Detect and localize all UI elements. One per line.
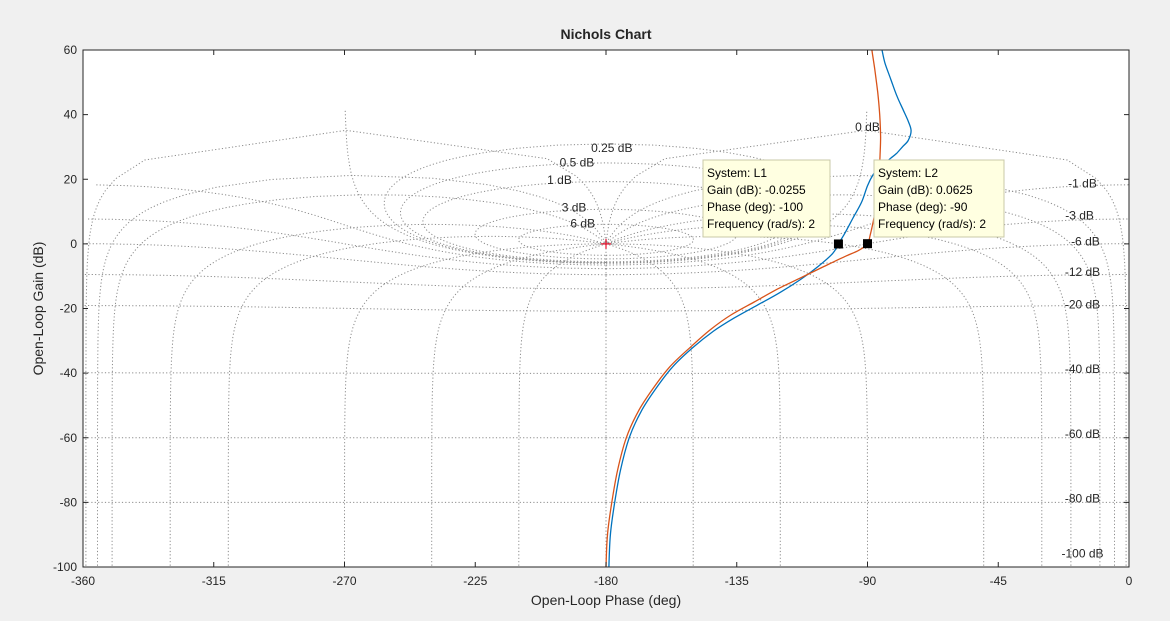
grid-gain-label: -1 dB [1068,176,1097,190]
grid-gain-label: -100 dB [1061,546,1103,560]
axis-ticks: -360 -315 -270 -225 -180 -135 -90 -45 0 -100 -80 -6… [53,43,1133,588]
grid-phase-contour [606,243,868,567]
grid-gain-label: 6 dB [570,217,595,231]
grid-gain-label: -12 dB [1065,265,1100,279]
x-axis-label: Open-Loop Phase (deg) [531,592,681,608]
grid-gain-label: -80 dB [1065,491,1100,505]
datatip-marker[interactable] [833,239,843,249]
x-tick-label: -135 [725,574,749,588]
datatip-system-line: System: L1 [707,166,767,180]
grid-phase-contour [605,174,1115,567]
grid-gain-label: -20 dB [1065,298,1100,312]
grid-gain-label: 0 dB [855,120,880,134]
y-tick-label: -40 [60,366,78,380]
y-axis-label: Open-Loop Gain (dB) [30,242,46,376]
grid-phase-contour [605,194,1101,567]
x-tick-label: -315 [202,574,226,588]
datatip-system-line: System: L2 [878,166,938,180]
y-tick-label: -60 [60,431,78,445]
grid-mag-contour [85,243,1129,276]
x-tick-label: -225 [463,574,487,588]
grid-mag-contour [84,274,1129,290]
x-tick-label: -180 [594,574,618,588]
datatip-freq-line: Frequency (rad/s): 2 [707,217,815,231]
grid-gain-label: 3 dB [562,201,587,215]
grid-gain-label: -3 dB [1065,209,1094,223]
grid-phase-contour [605,243,694,567]
nichols-grid-labels: 6 dB 3 dB 1 dB 0.5 dB0.25 dB 0 dB -1 dB -3 dB -… [547,120,1103,561]
grid-phase-contour [227,235,607,567]
nichols-grid [84,110,1129,567]
datatip-freq-line: Frequency (rad/s): 2 [878,217,986,231]
grid-gain-label: -6 dB [1071,234,1100,248]
grid-mag-contour [344,110,868,264]
grid-phase-contour [97,174,607,567]
datatip-1[interactable]: System: L1 Gain (dB): -0.0255 Phase (deg):… [702,159,843,249]
grid-mag-contour [84,372,1129,374]
grid-mag-contour [87,218,1129,270]
grid-phase-contour [111,194,607,567]
datatip-gain-line: Gain (dB): 0.0625 [878,183,973,197]
datatips[interactable]: System: L1 Gain (dB): -0.0255 Phase (deg):… [702,159,1005,249]
grid-phase-contour [518,243,607,567]
grid-phase-contour [605,235,985,567]
datatip-box [873,159,1005,238]
grid-gain-label: -40 dB [1065,362,1100,376]
grid-gain-label: 0.25 dB [591,141,632,155]
grid-phase-contour [605,213,1072,567]
datatip-phase-line: Phase (deg): -90 [878,200,968,214]
datatip-box [702,159,831,238]
y-tick-label: 60 [64,43,78,57]
series-lines[interactable] [605,50,912,567]
y-tick-label: -20 [60,302,78,316]
grid-mag-contour [422,181,790,263]
datatip-2[interactable]: System: L2 Gain (dB): 0.0625 Phase (deg): … [863,159,1005,249]
x-tick-label: 0 [1126,574,1133,588]
x-tick-label: -90 [859,574,877,588]
grid-phase-contour [344,243,606,567]
y-tick-label: -100 [53,560,77,574]
grid-gain-label: -60 dB [1065,427,1100,441]
y-tick-label: -80 [60,495,78,509]
datatip-phase-line: Phase (deg): -100 [707,200,803,214]
datatip-marker[interactable] [863,239,872,249]
datatip-gain-line: Gain (dB): -0.0255 [707,183,806,197]
chart-title: Nichols Chart [560,26,651,42]
grid-gain-label: 1 dB [547,173,572,187]
x-tick-label: -270 [332,574,356,588]
series-line-l2[interactable] [605,50,882,567]
grid-phase-contour [431,243,606,567]
axes-background[interactable] [83,50,1129,567]
y-tick-label: 20 [64,172,78,186]
y-tick-label: 40 [64,108,78,122]
x-tick-label: -45 [990,574,1008,588]
grid-phase-contour [606,243,781,567]
critical-point [601,238,611,249]
series-line-l1[interactable] [608,50,912,567]
y-tick-label: 0 [70,237,77,251]
grid-gain-label: 0.5 dB [560,155,595,169]
x-tick-label: -360 [71,574,95,588]
